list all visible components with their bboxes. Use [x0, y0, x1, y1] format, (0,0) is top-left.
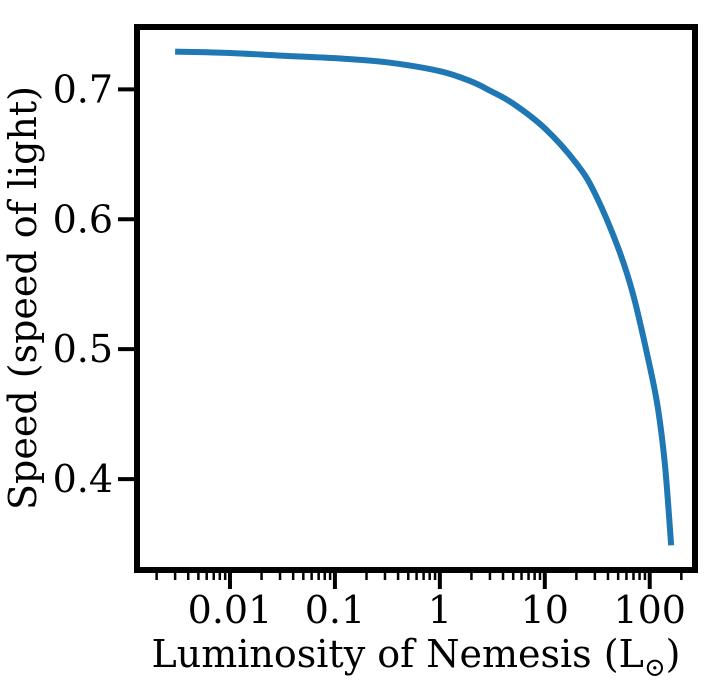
x-axis-label-subscript: ⊙: [644, 653, 666, 683]
y-tick-label: 0.7: [53, 67, 113, 111]
x-tick-label: 10: [521, 588, 569, 632]
x-tick-label: 0.01: [188, 588, 273, 632]
plot-area: [175, 48, 675, 546]
tick-layer: 0.01 0.1 1 10 100 0.4 0.5 0.6 0.7: [53, 67, 686, 632]
y-axis-label: Speed (speed of light): [1, 86, 45, 510]
y-tick-label: 0.5: [53, 327, 113, 371]
x-tick-label: 100: [613, 588, 686, 632]
y-tick-label: 0.4: [53, 457, 113, 501]
x-axis-label: Luminosity of Nemesis (L⊙): [152, 632, 681, 683]
y-tick-label: 0.6: [53, 197, 113, 241]
x-axis-label-close: ): [666, 632, 681, 676]
x-tick-label: 1: [428, 588, 452, 632]
series-line-0: [175, 48, 675, 546]
plot-frame: [134, 24, 698, 573]
x-tick-label: 0.1: [305, 588, 365, 632]
